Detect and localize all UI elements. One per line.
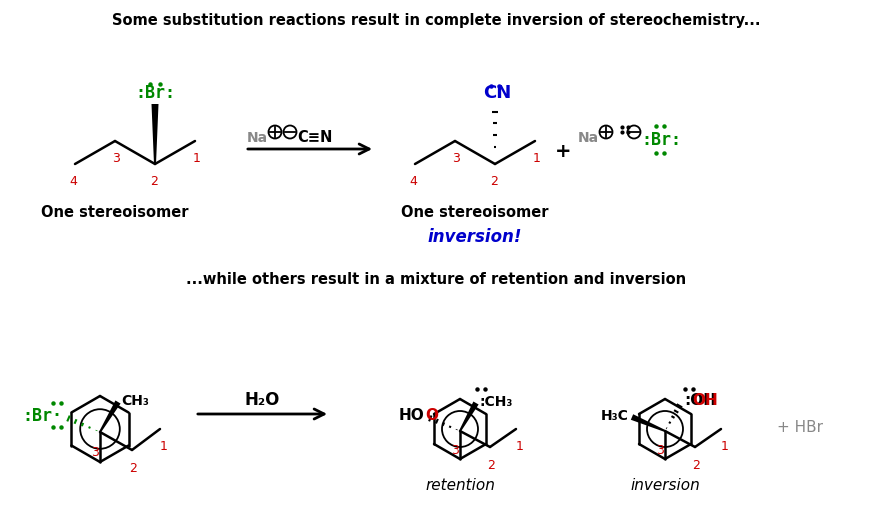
Text: 1: 1 xyxy=(516,439,524,452)
Text: 2: 2 xyxy=(150,175,158,188)
Polygon shape xyxy=(152,105,159,165)
Text: Some substitution reactions result in complete inversion of stereochemistry...: Some substitution reactions result in co… xyxy=(112,13,760,28)
Text: :Br:: :Br: xyxy=(135,84,175,102)
Text: +: + xyxy=(555,142,571,161)
Text: :Br:: :Br: xyxy=(641,131,681,149)
Polygon shape xyxy=(99,401,120,433)
Text: OH: OH xyxy=(692,393,718,408)
Text: :CH₃: :CH₃ xyxy=(479,394,513,408)
Text: 2: 2 xyxy=(692,458,700,471)
Text: H₂O: H₂O xyxy=(244,390,280,408)
Text: 3: 3 xyxy=(91,445,99,458)
Polygon shape xyxy=(630,414,665,432)
Text: One stereoisomer: One stereoisomer xyxy=(41,205,188,219)
Text: Na: Na xyxy=(247,131,268,145)
Text: 4: 4 xyxy=(409,175,417,188)
Text: inversion: inversion xyxy=(630,477,700,492)
Text: 3: 3 xyxy=(451,443,459,456)
Text: + HBr: + HBr xyxy=(777,420,823,435)
Text: 1: 1 xyxy=(160,439,168,452)
Polygon shape xyxy=(460,402,479,432)
Text: C≡N: C≡N xyxy=(297,130,332,145)
Text: 2: 2 xyxy=(490,175,498,188)
Text: CH₃: CH₃ xyxy=(121,393,149,407)
Text: One stereoisomer: One stereoisomer xyxy=(401,205,548,219)
Text: inversion!: inversion! xyxy=(428,228,522,245)
Text: 2: 2 xyxy=(487,458,495,471)
Text: 3: 3 xyxy=(452,152,460,165)
Text: 3: 3 xyxy=(112,152,120,165)
Text: :OH: :OH xyxy=(684,393,716,408)
Text: retention: retention xyxy=(425,477,495,492)
Text: HO: HO xyxy=(399,408,424,422)
Text: H₃C: H₃C xyxy=(601,408,629,422)
Text: 3: 3 xyxy=(656,443,664,456)
Text: Na: Na xyxy=(578,131,599,145)
Text: 1: 1 xyxy=(533,152,541,165)
Text: CN: CN xyxy=(483,84,511,102)
Text: ...while others result in a mixture of retention and inversion: ...while others result in a mixture of r… xyxy=(186,271,686,287)
Text: 1: 1 xyxy=(721,439,729,452)
Text: O: O xyxy=(425,408,438,422)
Text: 1: 1 xyxy=(193,152,201,165)
Text: :Br·: :Br· xyxy=(22,406,62,424)
Text: 4: 4 xyxy=(69,175,77,188)
Text: 2: 2 xyxy=(129,461,137,474)
